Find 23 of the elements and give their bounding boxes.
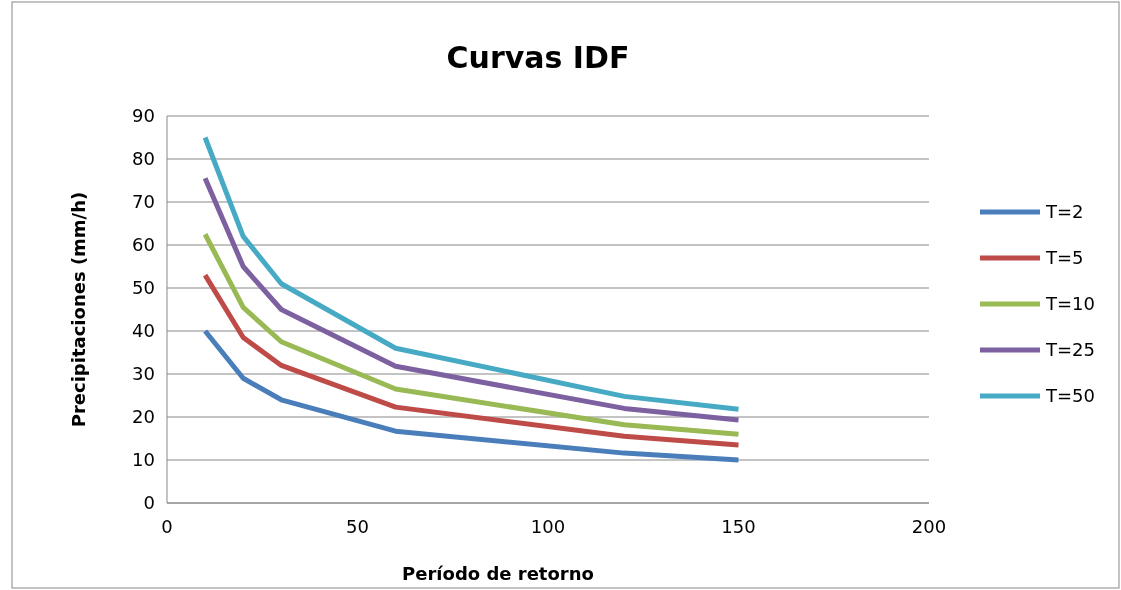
y-tick-label: 30 — [132, 363, 155, 385]
x-axis-title: Período de retorno — [402, 563, 594, 584]
y-tick-label: 90 — [132, 105, 155, 127]
legend-label: T=5 — [1045, 247, 1084, 269]
legend-label: T=10 — [1045, 293, 1095, 315]
y-tick-label: 80 — [132, 148, 155, 170]
y-tick-label: 20 — [132, 406, 155, 428]
x-tick-label: 100 — [530, 516, 566, 537]
legend-label: T=2 — [1045, 201, 1084, 223]
chart-title: Curvas IDF — [446, 40, 630, 75]
y-tick-label: 0 — [143, 492, 155, 514]
y-tick-label: 70 — [132, 191, 155, 213]
y-tick-label: 60 — [132, 234, 155, 256]
y-tick-label: 40 — [132, 320, 155, 342]
y-axis-title: Precipitaciones (mm/h) — [68, 191, 89, 428]
x-tick-label: 150 — [721, 516, 756, 537]
legend-label: T=50 — [1045, 385, 1095, 407]
y-tick-label: 50 — [132, 277, 155, 299]
x-tick-label: 200 — [911, 516, 947, 537]
x-tick-label: 0 — [161, 516, 173, 537]
legend-label: T=25 — [1045, 339, 1095, 361]
y-tick-label: 10 — [132, 449, 155, 471]
x-tick-label: 50 — [346, 516, 369, 537]
